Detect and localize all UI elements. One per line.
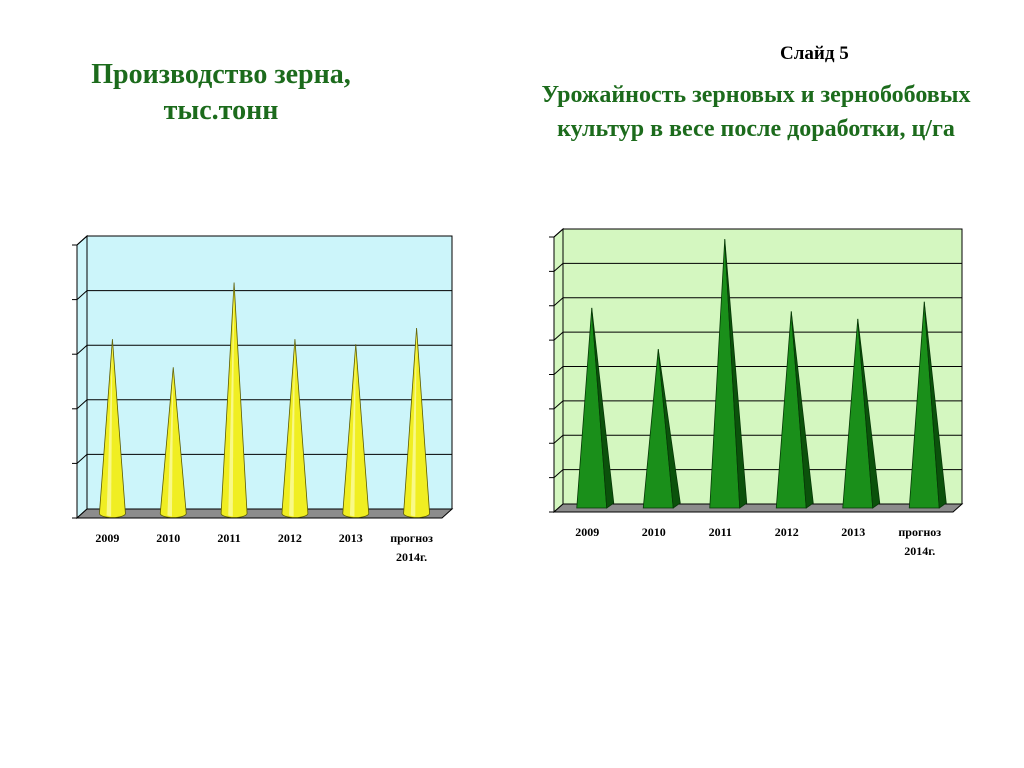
bar bbox=[220, 282, 248, 518]
x-tick-label: 2010 bbox=[642, 525, 666, 539]
x-tick-label: 2010 bbox=[156, 531, 180, 545]
floor bbox=[552, 503, 964, 513]
bar bbox=[842, 318, 881, 509]
gridline-side bbox=[553, 469, 564, 478]
back-wall bbox=[86, 235, 453, 510]
bar bbox=[576, 307, 615, 509]
x-tick-label: 2013 bbox=[841, 525, 865, 539]
bar bbox=[342, 344, 370, 518]
gridline-side bbox=[553, 297, 564, 307]
x-tick-label: прогноз 2014г. bbox=[898, 525, 941, 558]
gridline-side bbox=[553, 228, 564, 238]
x-tick-label: 2011 bbox=[217, 531, 240, 545]
right-chart-title: Урожайность зерновых и зернобобовых куль… bbox=[541, 82, 971, 142]
bar bbox=[709, 239, 748, 509]
bar bbox=[908, 301, 947, 509]
x-tick-label: 2013 bbox=[339, 531, 363, 545]
bar bbox=[403, 328, 430, 518]
x-tick-label: 2009 bbox=[575, 525, 599, 539]
bar bbox=[159, 367, 187, 518]
gridline-side bbox=[553, 263, 564, 272]
gridline-side bbox=[76, 399, 88, 410]
gridline-side bbox=[553, 434, 564, 444]
left-chart-title: Производство зерна, тыс.тонн bbox=[91, 59, 351, 126]
bar bbox=[775, 311, 814, 509]
gridline-side bbox=[553, 400, 564, 410]
gridline-side bbox=[76, 290, 88, 300]
x-tick-label: 2009 bbox=[95, 531, 119, 545]
slide-number: Слайд 5 bbox=[780, 43, 849, 64]
bar bbox=[281, 339, 309, 518]
bar bbox=[99, 339, 126, 518]
x-tick-label: 2012 bbox=[278, 531, 302, 545]
gridline-side bbox=[553, 366, 564, 375]
gridline-side bbox=[553, 331, 564, 341]
gridline-side bbox=[76, 454, 88, 464]
x-tick-label: 2012 bbox=[775, 525, 799, 539]
gridline-side bbox=[76, 235, 88, 246]
x-tick-label: 2011 bbox=[709, 525, 732, 539]
bar bbox=[642, 349, 681, 509]
x-tick-label: прогноз 2014г. bbox=[390, 531, 433, 564]
gridline-side bbox=[76, 344, 88, 355]
